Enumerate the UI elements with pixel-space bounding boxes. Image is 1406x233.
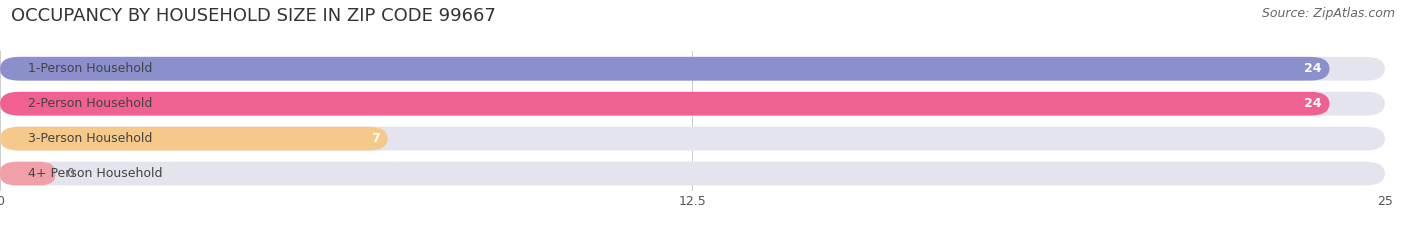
Text: 0: 0 bbox=[66, 167, 75, 180]
Text: 24: 24 bbox=[1303, 97, 1322, 110]
FancyBboxPatch shape bbox=[0, 162, 1385, 185]
Text: Source: ZipAtlas.com: Source: ZipAtlas.com bbox=[1261, 7, 1395, 20]
Text: 24: 24 bbox=[1303, 62, 1322, 75]
Text: 1-Person Household: 1-Person Household bbox=[28, 62, 152, 75]
Text: 7: 7 bbox=[371, 132, 380, 145]
FancyBboxPatch shape bbox=[0, 57, 1330, 81]
FancyBboxPatch shape bbox=[0, 127, 388, 151]
Text: OCCUPANCY BY HOUSEHOLD SIZE IN ZIP CODE 99667: OCCUPANCY BY HOUSEHOLD SIZE IN ZIP CODE … bbox=[11, 7, 496, 25]
Text: 2-Person Household: 2-Person Household bbox=[28, 97, 152, 110]
FancyBboxPatch shape bbox=[0, 57, 1385, 81]
Text: 3-Person Household: 3-Person Household bbox=[28, 132, 152, 145]
Text: 4+ Person Household: 4+ Person Household bbox=[28, 167, 162, 180]
FancyBboxPatch shape bbox=[0, 92, 1330, 116]
FancyBboxPatch shape bbox=[0, 92, 1385, 116]
FancyBboxPatch shape bbox=[0, 127, 1385, 151]
FancyBboxPatch shape bbox=[0, 162, 55, 185]
